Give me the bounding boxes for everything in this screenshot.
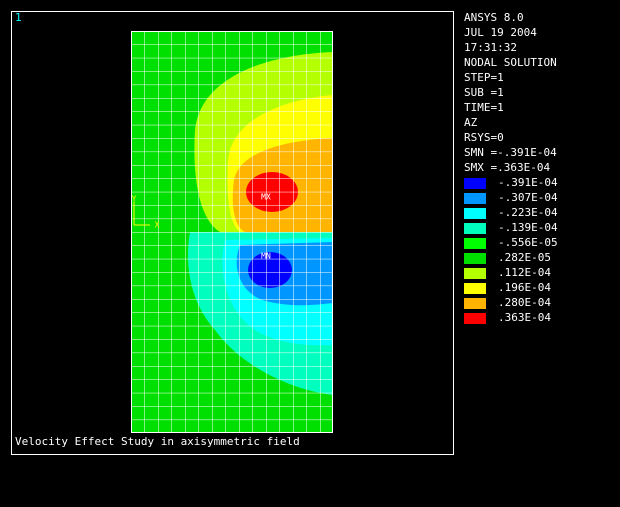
contour-plot — [131, 31, 333, 433]
info-line: TIME=1 — [464, 101, 504, 114]
info-line: AZ — [464, 116, 478, 129]
legend-swatch — [464, 298, 486, 309]
legend-label: -.391E-04 — [498, 176, 558, 189]
legend-label: -.139E-04 — [498, 221, 558, 234]
info-line: NODAL SOLUTION — [464, 56, 557, 69]
legend-label: .363E-04 — [498, 311, 551, 324]
axis-label: Y — [132, 195, 137, 204]
legend-label: .280E-04 — [498, 296, 551, 309]
info-line: SMX =.363E-04 — [464, 161, 550, 174]
legend-label: -.307E-04 — [498, 191, 558, 204]
info-line: ANSYS 8.0 — [464, 11, 524, 24]
axis-label: X — [155, 221, 160, 230]
info-line: SMN =-.391E-04 — [464, 146, 557, 159]
mesh-border — [131, 31, 333, 433]
legend-label: -.223E-04 — [498, 206, 558, 219]
info-line: 17:31:32 — [464, 41, 517, 54]
info-line: STEP=1 — [464, 71, 504, 84]
mesh-grid — [131, 31, 333, 433]
legend-swatch — [464, 223, 486, 234]
plot-frame — [11, 11, 454, 455]
legend-label: .112E-04 — [498, 266, 551, 279]
legend-swatch — [464, 313, 486, 324]
legend-label: .282E-05 — [498, 251, 551, 264]
legend-label: .196E-04 — [498, 281, 551, 294]
max-label: MX — [261, 193, 271, 202]
window-number: 1 — [15, 11, 22, 24]
legend-swatch — [464, 268, 486, 279]
legend-label: -.556E-05 — [498, 236, 558, 249]
legend-swatch — [464, 208, 486, 219]
legend-swatch — [464, 238, 486, 249]
info-line: JUL 19 2004 — [464, 26, 537, 39]
info-line: SUB =1 — [464, 86, 504, 99]
legend-swatch — [464, 253, 486, 264]
legend-swatch — [464, 178, 486, 189]
min-label: MN — [261, 252, 271, 261]
info-line: RSYS=0 — [464, 131, 504, 144]
legend-swatch — [464, 283, 486, 294]
footer-title: Velocity Effect Study in axisymmetric fi… — [15, 435, 300, 448]
legend-swatch — [464, 193, 486, 204]
